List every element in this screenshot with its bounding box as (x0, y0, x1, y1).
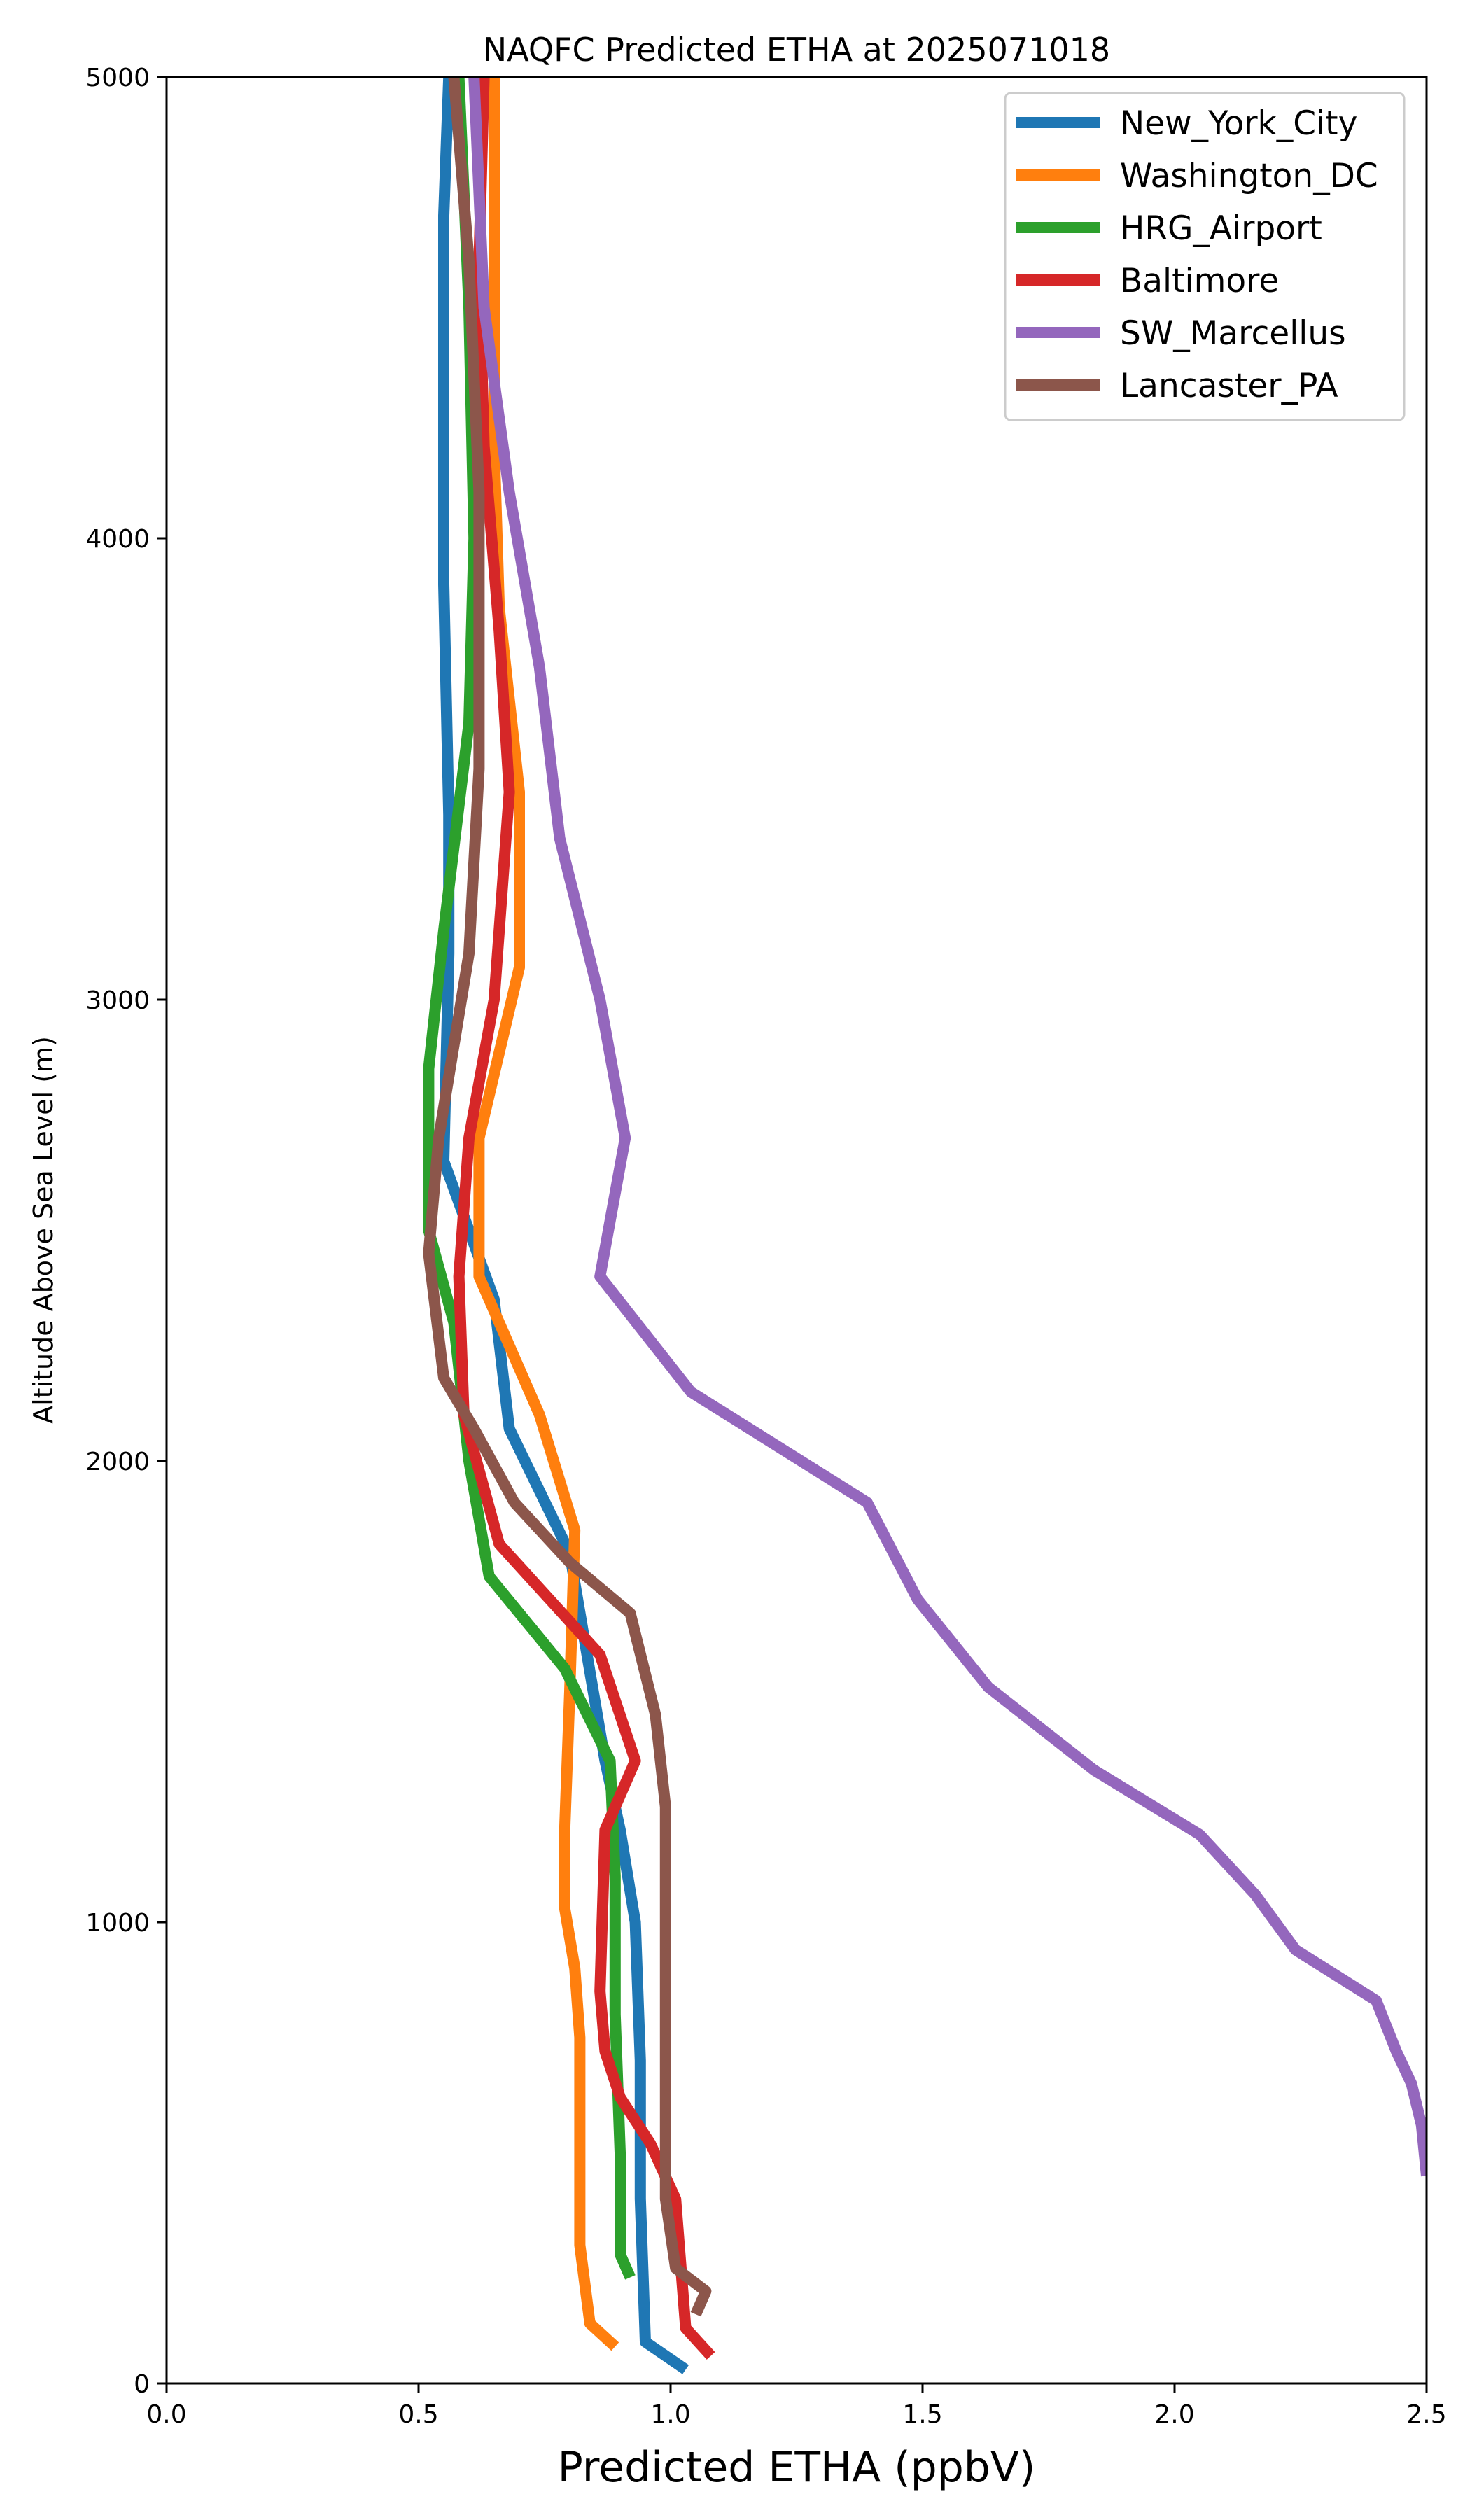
y-tick-label: 5000 (85, 64, 150, 92)
x-axis-label: Predicted ETHA (ppbV) (558, 2443, 1036, 2492)
y-tick-label: 1000 (85, 1909, 150, 1938)
series-group (423, 77, 1427, 2374)
series-line-new-york-city (438, 77, 690, 2374)
y-tick-label: 3000 (85, 986, 150, 1015)
x-tick-label: 1.0 (650, 2400, 690, 2429)
legend-label-sw-marcellus: SW_Marcellus (1120, 314, 1346, 353)
y-tick-label: 0 (134, 2370, 150, 2399)
x-tick-label: 0.0 (146, 2400, 186, 2429)
y-axis-label: Altitude Above Sea Level (m) (28, 1036, 59, 1424)
legend-label-baltimore: Baltimore (1120, 262, 1279, 300)
legend-box (1004, 92, 1406, 421)
y-tick-label: 4000 (85, 525, 150, 554)
legend-label-lancaster-pa: Lancaster_PA (1120, 367, 1338, 405)
chart-title: NAQFC Predicted ETHA at 2025071018 (483, 31, 1110, 69)
x-tick-label: 0.5 (398, 2400, 438, 2429)
legend-label-hrg-airport: HRG_Airport (1120, 209, 1322, 248)
series-line-sw-marcellus (468, 77, 1427, 2177)
y-tick-label: 2000 (85, 1448, 150, 1476)
series-line-baltimore (453, 77, 715, 2360)
y-axis: 0 1000 2000 3000 4000 5000 (85, 64, 167, 2399)
legend-label-washington-dc: Washington_DC (1120, 157, 1378, 195)
legend: New_York_City Washington_DC HRG_Airport Bal… (1004, 92, 1406, 421)
x-tick-label: 1.5 (902, 2400, 942, 2429)
x-tick-label: 2.5 (1406, 2400, 1446, 2429)
legend-label-new-york-city: New_York_City (1120, 104, 1357, 143)
plot-frame (165, 76, 1428, 2385)
series-line-hrg-airport (423, 77, 636, 2280)
x-tick-label: 2.0 (1154, 2400, 1194, 2429)
series-line-lancaster-pa (423, 77, 712, 2317)
x-axis: 0.0 0.5 1.0 1.5 2.0 2.5 (146, 2384, 1447, 2429)
